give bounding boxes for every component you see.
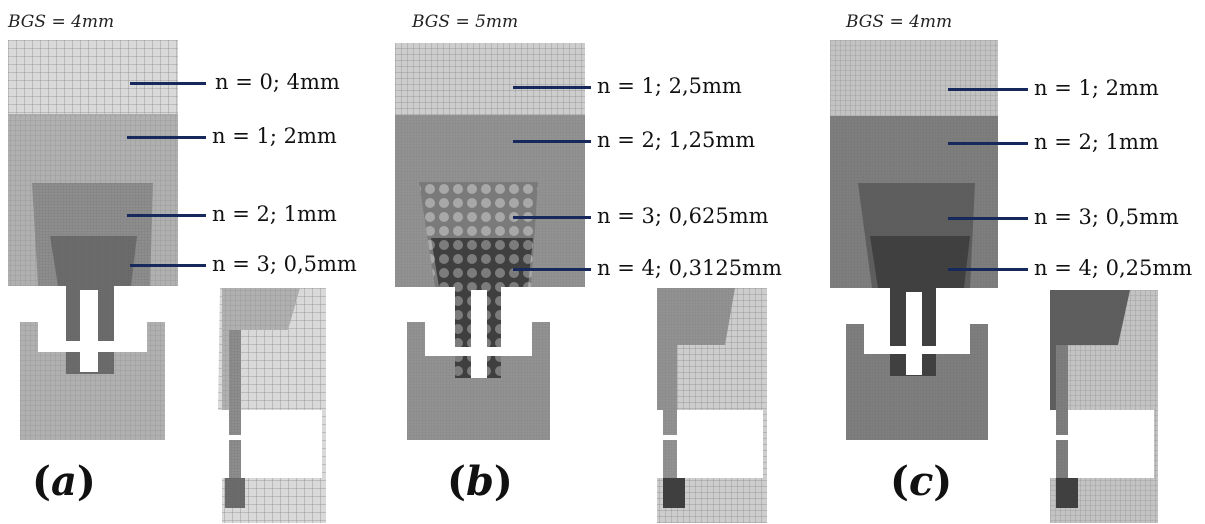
zoom-inset [218, 288, 326, 523]
level-label: n = 2; 1mm [1034, 130, 1159, 154]
level-label: n = 1; 2mm [212, 124, 337, 148]
bgs-label: BGS = 4mm [846, 12, 953, 32]
panel-label: (a) [32, 458, 96, 505]
level-label: n = 2; 1,25mm [597, 128, 756, 152]
leader-line [513, 268, 591, 271]
leader-line [948, 142, 1028, 145]
level-label: n = 0; 4mm [215, 70, 340, 94]
level-label: n = 1; 2,5mm [597, 74, 742, 98]
panel-letter: c [908, 458, 934, 505]
leader-line [513, 86, 591, 89]
level-label: n = 4; 0,3125mm [597, 256, 782, 280]
mesh-level-1 [395, 43, 585, 115]
level-label: n = 1; 2mm [1034, 76, 1159, 100]
panel-label: (b) [447, 458, 513, 505]
panel-letter: b [465, 458, 494, 505]
leader-line [130, 82, 206, 85]
mesh-level-4 [870, 236, 970, 288]
leader-line [513, 216, 591, 219]
level-label: n = 4; 0,25mm [1034, 256, 1193, 280]
level-label: n = 2; 1mm [212, 202, 337, 226]
level-label: n = 3; 0,5mm [1034, 205, 1179, 229]
mesh-level-0 [8, 40, 178, 114]
mesh-level-1 [830, 40, 998, 116]
lower-domain [20, 322, 165, 440]
panel-a: BGS = 4mm n = 0 [0, 0, 400, 524]
leader-line [948, 268, 1028, 271]
level-label: n = 3; 0,5mm [212, 252, 357, 276]
level-label: n = 3; 0,625mm [597, 204, 769, 228]
mesh-drawing [395, 43, 767, 523]
leader-line [513, 140, 591, 143]
panel-letter: a [50, 458, 77, 505]
leader-line [130, 264, 206, 267]
zoom-inset [1050, 290, 1158, 523]
leader-line [948, 88, 1028, 91]
mesh-level-4 [431, 238, 533, 287]
panel-b: BGS = 5mm n = 1; 2,5mm n = 2; 1, [395, 0, 815, 524]
leader-line [948, 217, 1028, 220]
panel-label: (c) [890, 458, 953, 505]
mesh-drawing [8, 40, 326, 523]
panel-c: BGS = 4mm n = 1; 2mm n = 2; 1mm [830, 0, 1205, 524]
leader-line [127, 136, 206, 139]
lower-domain [846, 324, 988, 440]
mesh-level-3 [50, 236, 137, 286]
zoom-inset [657, 288, 767, 523]
bgs-label: BGS = 4mm [8, 12, 115, 32]
lower-domain [407, 322, 550, 440]
mesh-drawing [830, 40, 1158, 523]
leader-line [127, 214, 206, 217]
bgs-label: BGS = 5mm [412, 12, 519, 32]
